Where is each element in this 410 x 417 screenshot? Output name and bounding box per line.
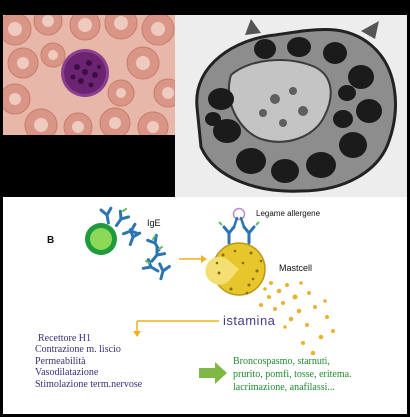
allergen: [232, 207, 246, 221]
effect-item: Vasodilatazione: [35, 367, 99, 379]
ige-tips: [122, 208, 163, 264]
arrow-to-receptor: [133, 320, 219, 337]
allergen-label: Legame allergene: [256, 209, 321, 218]
mastcell-label: Mastcell: [279, 263, 313, 273]
allergy-mechanism-diagram: B IgE Legame allergene Mastcell istamina…: [3, 197, 407, 414]
symptom-line: lacrimazione, anafilassi...: [233, 382, 335, 393]
symptoms-list: Broncospasmo, starnuti, prurito, pomfi, …: [233, 355, 352, 394]
effect-item: Contrazione m. liscio: [35, 344, 121, 356]
histamine-granules: [259, 281, 335, 356]
blood-smear-micrograph: [3, 15, 175, 135]
cross-links: [232, 216, 246, 229]
histamine-label: istamina: [223, 313, 276, 328]
electron-micrograph: [175, 15, 407, 197]
effect-item: Permeabilità: [35, 355, 86, 367]
ige-antibodies: [99, 206, 171, 281]
arrow-to-mastcell: [179, 255, 207, 263]
arrow-to-symptoms: [199, 362, 227, 384]
effect-item: Stimolazione term.nervose: [35, 378, 143, 390]
receptor-tips: [218, 221, 260, 226]
symptom-line: Broncospasmo, starnuti,: [233, 356, 330, 367]
ige-label: IgE: [147, 218, 161, 228]
b-cell: [85, 223, 117, 255]
effect-item: Recettore H1: [38, 333, 92, 344]
symptom-line: prurito, pomfi, tosse, eritema.: [233, 369, 352, 380]
histamine-effects-list: Recettore H1 Contrazione m. liscio Perme…: [35, 333, 142, 390]
b-cell-label: B: [47, 235, 55, 246]
mastcell: [205, 242, 266, 296]
mastcell-receptors: [222, 225, 256, 245]
